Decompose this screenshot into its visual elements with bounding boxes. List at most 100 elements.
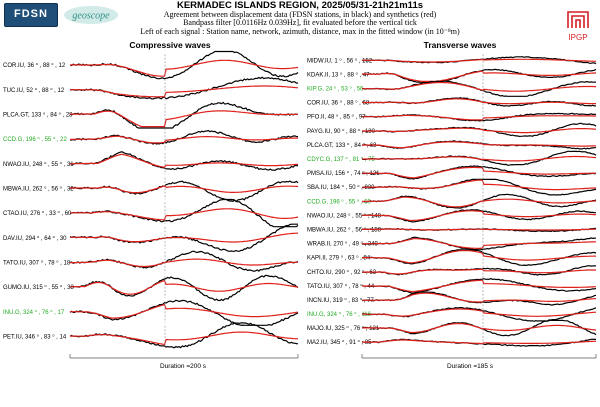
compressive-trace-row: PET.IU, 346 o , 83 o , 14 bbox=[3, 322, 299, 349]
compressive-trace-row: TUC.IU, 52 o , 88 o , 12 bbox=[3, 76, 299, 101]
transverse-trace-row: CHTO.IU, 290 o , 92 o , 63 bbox=[307, 265, 597, 278]
synthetic-trace bbox=[69, 258, 299, 268]
synthetic-trace bbox=[362, 323, 597, 334]
data-trace bbox=[361, 165, 597, 180]
transverse-waves-panel: Transverse waves MIDW.IU, 1 o , 56 o , 15… bbox=[307, 40, 597, 370]
figure-subtitle-agreement: Agreement between displacement data (FDS… bbox=[163, 10, 437, 19]
synthetic-trace bbox=[362, 339, 597, 345]
station-label: INCN.IU, 319 o , 83 o , 77 bbox=[307, 296, 375, 304]
transverse-trace-row: CDYC.G, 137 o , 81 o , 75 bbox=[307, 150, 597, 166]
transverse-trace-row: KAPI.II, 279 o , 63 o , 84 bbox=[307, 249, 597, 267]
station-label: SBA.IU, 184 o , 50 o , 230 bbox=[307, 183, 375, 191]
station-label: MIDW.IU, 1 o , 56 o , 152 bbox=[307, 56, 373, 64]
data-trace bbox=[69, 198, 299, 228]
figure-header: FDSN geoscope KERMADEC ISLANDS REGION, 2… bbox=[0, 0, 600, 42]
station-label: WRAB.II, 270 o , 49 o , 349 bbox=[307, 240, 379, 248]
station-label: CDYC.G, 137 o , 81 o , 75 bbox=[307, 155, 376, 163]
synthetic-trace bbox=[362, 155, 597, 162]
station-label: CCD.G, 196 o , 55 o , 60 bbox=[307, 197, 372, 205]
station-label: PAYG.IU, 90 o , 88 o , 130 bbox=[307, 127, 376, 135]
station-label: INU.G, 324 o , 76 o , 116 bbox=[307, 310, 372, 318]
data-trace bbox=[69, 101, 299, 129]
station-label: MAJO.IU, 325 o , 76 o , 121 bbox=[307, 324, 380, 332]
ipgp-logo: IPGP bbox=[567, 11, 589, 42]
transverse-trace-row: MA2.IU, 345 o , 91 o , 85 bbox=[307, 336, 597, 349]
station-label: INU.G, 324 o , 76 o , 17 bbox=[3, 308, 65, 316]
synthetic-trace bbox=[70, 303, 299, 319]
data-trace bbox=[69, 250, 299, 272]
data-trace bbox=[362, 193, 597, 209]
synthetic-trace bbox=[69, 153, 299, 168]
station-label: COR.IU, 36 o , 88 o , 68 bbox=[307, 99, 370, 107]
synthetic-trace bbox=[362, 308, 597, 317]
station-label: PFO.II, 48 o , 85 o , 97 bbox=[307, 113, 366, 121]
ipgp-logo-text: IPGP bbox=[568, 33, 587, 42]
synthetic-trace bbox=[69, 110, 298, 128]
compressive-trace-row: TATO.IU, 307 o , 78 o , 18 bbox=[3, 250, 299, 274]
synthetic-trace bbox=[70, 232, 299, 243]
synthetic-trace bbox=[70, 135, 298, 144]
compressive-trace-row: CTAO.IU, 276 o , 33 o , 60 bbox=[3, 198, 299, 228]
transverse-trace-row: WRAB.II, 270 o , 49 o , 349 bbox=[307, 236, 597, 251]
compressive-trace-row: PLCA.GT, 133 o , 84 o , 28 bbox=[3, 101, 299, 129]
synthetic-trace bbox=[70, 331, 299, 346]
synthetic-trace bbox=[362, 141, 597, 149]
compressive-waves-panel: Compressive waves COR.IU, 36 o , 88 o , 1… bbox=[3, 40, 299, 370]
data-trace bbox=[361, 291, 597, 306]
compressive-trace-row: MBWA.IU, 262 o , 56 o , 32 bbox=[3, 177, 299, 203]
transverse-trace-row: PMSA.IU, 156 o , 74 o , 121 bbox=[307, 165, 597, 180]
data-trace bbox=[69, 180, 299, 203]
station-label: DAV.IU, 294 o , 64 o , 30 bbox=[3, 234, 67, 242]
station-label: NWAO.IU, 248 o , 55 o , 31 bbox=[3, 160, 74, 168]
station-label: MA2.IU, 345 o , 91 o , 85 bbox=[307, 338, 372, 346]
compressive-duration-label: Duration =200 s bbox=[160, 363, 207, 370]
synthetic-trace bbox=[70, 185, 299, 194]
transverse-trace-row: KIP.G, 24 o , 53 o , 56 bbox=[307, 80, 597, 97]
synthetic-trace bbox=[362, 196, 597, 208]
station-label: GUMO.IU, 315 o , 55 o , 33 bbox=[3, 283, 74, 291]
figure-title: KERMADEC ISLANDS REGION, 2025/05/31-21h2… bbox=[176, 0, 424, 11]
data-trace bbox=[69, 151, 299, 171]
synthetic-trace bbox=[362, 58, 596, 63]
synthetic-trace bbox=[362, 127, 597, 134]
data-trace bbox=[69, 274, 299, 302]
transverse-trace-row: KDAK.II, 13 o , 88 o , 47 bbox=[307, 68, 597, 83]
station-label: MBWA.IU, 262 o , 56 o , 158 bbox=[307, 225, 382, 233]
station-label: MBWA.IU, 262 o , 56 o , 32 bbox=[3, 184, 74, 192]
transverse-trace-row: MIDW.IU, 1 o , 56 o , 152 bbox=[307, 54, 597, 67]
compressive-trace-row: CCD.G, 196 o , 55 o , 22 bbox=[3, 128, 299, 150]
synthetic-trace bbox=[362, 237, 597, 249]
station-label: CCD.G, 196 o , 55 o , 22 bbox=[3, 135, 68, 143]
transverse-trace-row: COR.IU, 36 o , 88 o , 68 bbox=[307, 96, 597, 109]
synthetic-trace bbox=[362, 114, 596, 121]
data-trace bbox=[361, 306, 597, 323]
transverse-duration-label: Duration =185 s bbox=[447, 363, 494, 370]
compressive-trace-row: DAV.IU, 294 o , 64 o , 30 bbox=[3, 223, 299, 252]
transverse-trace-row: NWAO.IU, 248 o , 55 o , 148 bbox=[307, 209, 597, 223]
synthetic-trace bbox=[362, 98, 596, 105]
transverse-trace-row: MBWA.IU, 262 o , 56 o , 158 bbox=[307, 223, 597, 236]
station-label: TATO.IU, 307 o , 78 o , 44 bbox=[307, 282, 375, 290]
station-label: COR.IU, 36 o , 88 o , 12 bbox=[3, 61, 66, 69]
synthetic-trace bbox=[362, 179, 597, 191]
station-label: PET.IU, 346 o , 83 o , 14 bbox=[3, 332, 67, 340]
compressive-trace-row: GUMO.IU, 315 o , 55 o , 33 bbox=[3, 274, 299, 302]
synthetic-trace bbox=[362, 166, 596, 179]
station-label: PLCA.GT, 133 o , 84 o , 28 bbox=[3, 110, 73, 118]
transverse-trace-row: INCN.IU, 319 o , 83 o , 77 bbox=[307, 291, 597, 307]
transverse-trace-row: SBA.IU, 184 o , 50 o , 230 bbox=[307, 178, 597, 196]
fdsn-logo: FDSN bbox=[4, 3, 58, 27]
geoscope-logo-text: geoscope bbox=[72, 11, 110, 22]
data-trace bbox=[69, 322, 299, 349]
station-label: CHTO.IU, 290 o , 92 o , 63 bbox=[307, 268, 377, 276]
synthetic-trace bbox=[70, 85, 299, 98]
synthetic-trace bbox=[362, 292, 597, 303]
station-label: CTAO.IU, 276 o , 33 o , 60 bbox=[3, 209, 72, 217]
transverse-trace-row: PAYG.IU, 90 o , 88 o , 130 bbox=[307, 122, 597, 138]
station-label: KAPI.II, 279 o , 63 o , 84 bbox=[307, 254, 371, 262]
station-label: TUC.IU, 52 o , 88 o , 12 bbox=[3, 86, 65, 94]
compressive-trace-row: INU.G, 324 o , 76 o , 17 bbox=[3, 299, 299, 326]
station-label: TATO.IU, 307 o , 78 o , 18 bbox=[3, 258, 71, 266]
data-trace bbox=[69, 76, 299, 100]
